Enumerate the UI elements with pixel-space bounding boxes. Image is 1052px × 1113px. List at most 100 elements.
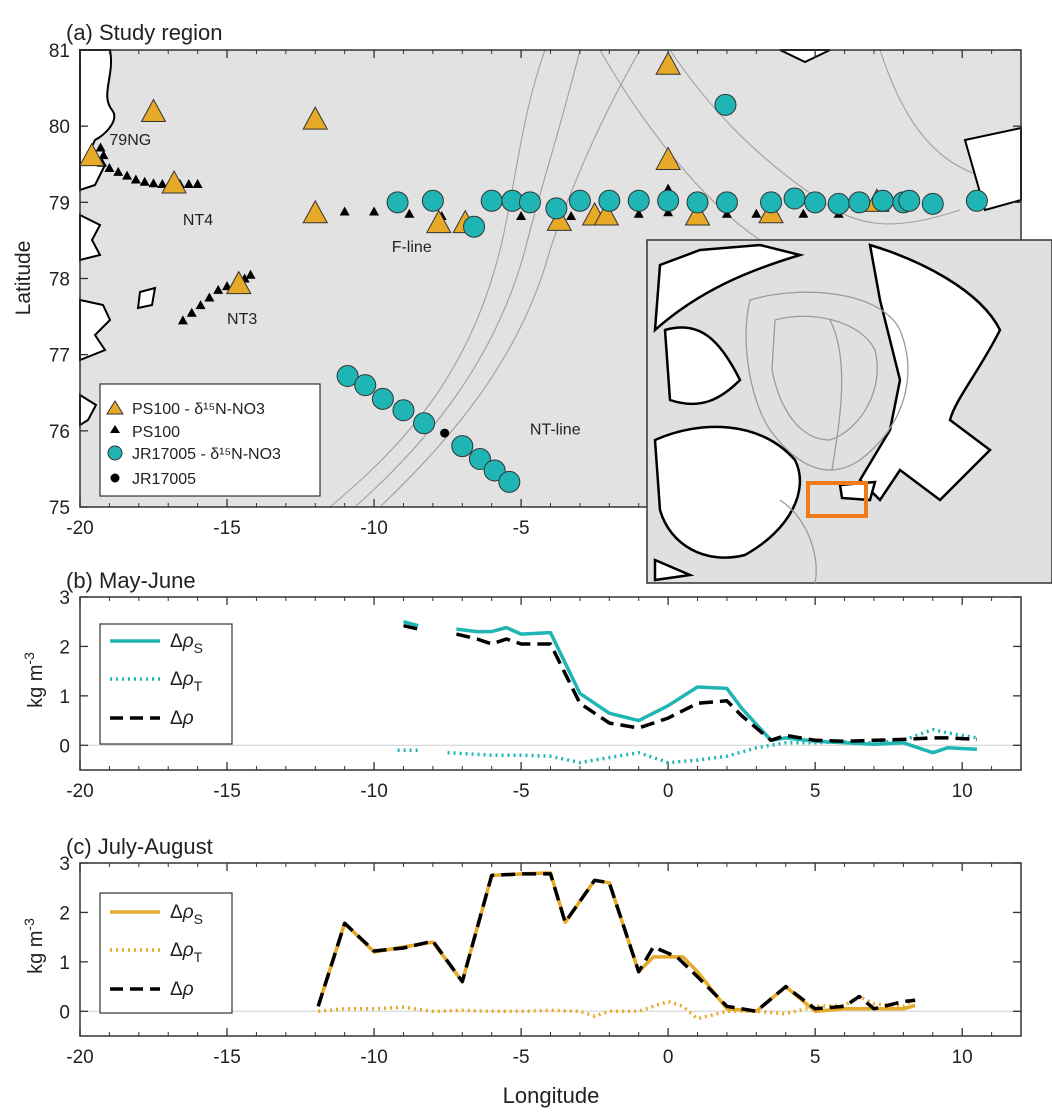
panel-b-ticks: -20 -15 -10 -5 0 5 10 0 1 2 3 — [59, 588, 1022, 802]
marker-ps100 — [404, 208, 415, 218]
panel-c-xtick-label: -5 — [513, 1047, 530, 1068]
panel-a-xtick-label: -10 — [360, 518, 387, 539]
panel-a-legend-box — [99, 383, 321, 497]
marker-jr17005-d15n — [598, 189, 621, 212]
series-line-total — [316, 872, 916, 1014]
panel-b-legend-label-total: Δρ — [170, 708, 194, 729]
marker-ps100 — [339, 206, 350, 216]
marker-ps100 — [369, 206, 380, 216]
marker-ps100-d15n — [140, 98, 167, 122]
marker-jr17005-d15n — [965, 189, 988, 212]
marker-ps100-d15n — [78, 142, 105, 167]
marker-ps100-d15n — [161, 170, 187, 194]
marker-jr17005-d15n — [336, 364, 359, 387]
marker-jr17005-d15n — [413, 412, 436, 435]
marker-ps100 — [148, 178, 159, 188]
marker-jr17005-d15n — [498, 470, 521, 493]
inset-map-study-box — [806, 481, 868, 518]
panel-b-legend-box — [99, 623, 233, 745]
inset-map-land — [653, 243, 1002, 582]
inset-map — [646, 239, 1052, 584]
marker-ps100 — [139, 176, 150, 186]
panel-c-ytick-label: 3 — [59, 854, 70, 875]
marker-ps100 — [183, 179, 194, 189]
panel-b-xtick-label: -15 — [213, 781, 240, 802]
marker-ps100 — [122, 170, 133, 180]
panel-c-ytick-label: 2 — [59, 903, 70, 924]
panel-b-xtick-label: -10 — [360, 781, 387, 802]
marker-jr17005-d15n — [760, 191, 783, 214]
legend-marker-jr17005-d15n — [107, 445, 123, 461]
map-label: NT4 — [183, 212, 213, 229]
marker-ps100-d15n — [425, 209, 452, 234]
panel-c-ytick-label: 1 — [59, 953, 70, 974]
marker-jr17005-d15n — [848, 191, 871, 214]
marker-ps100 — [130, 174, 141, 184]
marker-ps100 — [633, 208, 644, 218]
series-line-salinity — [456, 625, 977, 755]
panel-b-title: (b) May-June — [66, 568, 196, 593]
panel-c-xtick-label: -20 — [66, 1047, 93, 1068]
panel-c-xtick-label: 5 — [810, 1047, 821, 1068]
legend-marker-jr17005 — [110, 473, 120, 483]
marker-jr17005-d15n — [468, 448, 491, 471]
panel-a-ytick-label: 77 — [49, 346, 70, 367]
legend-label-jr17005-d15n: JR17005 - δ¹⁵N-NO3 — [132, 446, 281, 463]
panel-a-xtick-label: -15 — [213, 518, 240, 539]
inset-map-contours — [745, 291, 909, 584]
map-label: 79NG — [109, 132, 151, 149]
marker-jr17005-d15n — [714, 93, 737, 116]
series-line-temperature — [447, 727, 978, 765]
panel-a-xtick-label: -5 — [513, 518, 530, 539]
marker-ps100-d15n — [593, 201, 620, 226]
marker-jr17005-d15n — [657, 189, 680, 212]
marker-jr17005-d15n — [463, 215, 486, 238]
panel-c-legend-label-total: Δρ — [170, 979, 194, 1000]
panel-c-legend-label-t: ΔρT — [170, 940, 203, 965]
legend-label-jr17005: JR17005 — [132, 471, 196, 488]
panel-a-xtick-label: -20 — [66, 518, 93, 539]
panel-a-markers — [78, 51, 988, 493]
marker-ps100 — [177, 315, 188, 325]
panel-b-xtick-label: -5 — [513, 781, 530, 802]
panel-a: (a) Study region -20-15-10-5051075767778… — [12, 20, 1052, 584]
panel-c-legend: ΔρS ΔρT Δρ — [99, 892, 233, 1014]
marker-ps100 — [98, 150, 109, 160]
panel-a-bathymetry-contours — [329, 49, 1001, 508]
panel-b-ytick-label: 0 — [59, 736, 70, 757]
marker-ps100 — [566, 211, 577, 221]
panel-a-ytick-label: 81 — [49, 41, 70, 62]
panel-a-legend: PS100 - δ¹⁵N-NO3 PS100 JR17005 - δ¹⁵N-NO… — [99, 383, 321, 497]
panel-b-ylabel: kg m-3 — [21, 652, 47, 708]
panel-a-ytick-label: 79 — [49, 193, 70, 214]
marker-jr17005-d15n — [421, 189, 444, 212]
marker-jr17005-d15n — [451, 435, 474, 458]
panel-c-xtick-label: -15 — [213, 1047, 240, 1068]
legend-marker-ps100 — [110, 425, 120, 433]
marker-ps100-d15n — [655, 146, 681, 170]
marker-ps100 — [104, 163, 115, 173]
marker-jr17005-d15n — [715, 191, 738, 214]
panel-c-xtick-label: 0 — [663, 1047, 674, 1068]
marker-ps100 — [213, 284, 224, 294]
marker-jr17005-d15n — [804, 191, 827, 214]
marker-jr17005-d15n — [827, 192, 850, 215]
legend-label-ps100-d15n: PS100 - δ¹⁵N-NO3 — [132, 401, 265, 418]
panel-b-ytick-label: 3 — [59, 588, 70, 609]
marker-jr17005-d15n — [898, 189, 921, 212]
map-label: F-line — [392, 239, 432, 256]
panel-c-xtick-label: 10 — [952, 1047, 973, 1068]
marker-ps100-d15n — [225, 270, 252, 295]
panel-b-lines — [397, 620, 978, 765]
marker-jr17005-d15n — [392, 399, 415, 422]
panel-b-xtick-label: 10 — [952, 781, 973, 802]
panel-b-ytick-label: 2 — [59, 637, 70, 658]
series-line-temperature — [318, 994, 917, 1021]
series-line-total — [455, 632, 977, 744]
marker-jr17005-d15n — [686, 191, 709, 214]
marker-ps100-d15n — [302, 106, 329, 130]
panel-a-ytick-label: 78 — [49, 270, 70, 291]
marker-jr17005-d15n — [871, 189, 894, 212]
marker-ps100 — [751, 208, 762, 218]
